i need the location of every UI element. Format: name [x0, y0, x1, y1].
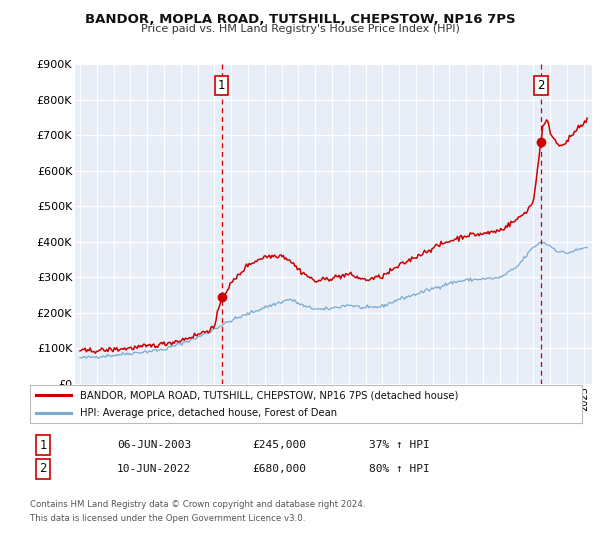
Text: 1: 1: [40, 438, 47, 452]
Text: 10-JUN-2022: 10-JUN-2022: [117, 464, 191, 474]
Text: BANDOR, MOPLA ROAD, TUTSHILL, CHEPSTOW, NP16 7PS: BANDOR, MOPLA ROAD, TUTSHILL, CHEPSTOW, …: [85, 13, 515, 26]
Text: 06-JUN-2003: 06-JUN-2003: [117, 440, 191, 450]
Text: Price paid vs. HM Land Registry's House Price Index (HPI): Price paid vs. HM Land Registry's House …: [140, 24, 460, 34]
Text: HPI: Average price, detached house, Forest of Dean: HPI: Average price, detached house, Fore…: [80, 408, 337, 418]
Text: 2: 2: [537, 79, 545, 92]
Text: 1: 1: [218, 79, 226, 92]
Text: 2: 2: [40, 462, 47, 475]
Text: £245,000: £245,000: [252, 440, 306, 450]
Text: Contains HM Land Registry data © Crown copyright and database right 2024.: Contains HM Land Registry data © Crown c…: [30, 500, 365, 508]
Text: £680,000: £680,000: [252, 464, 306, 474]
Text: BANDOR, MOPLA ROAD, TUTSHILL, CHEPSTOW, NP16 7PS (detached house): BANDOR, MOPLA ROAD, TUTSHILL, CHEPSTOW, …: [80, 390, 458, 400]
Text: This data is licensed under the Open Government Licence v3.0.: This data is licensed under the Open Gov…: [30, 514, 305, 522]
Text: 80% ↑ HPI: 80% ↑ HPI: [369, 464, 430, 474]
Text: 37% ↑ HPI: 37% ↑ HPI: [369, 440, 430, 450]
